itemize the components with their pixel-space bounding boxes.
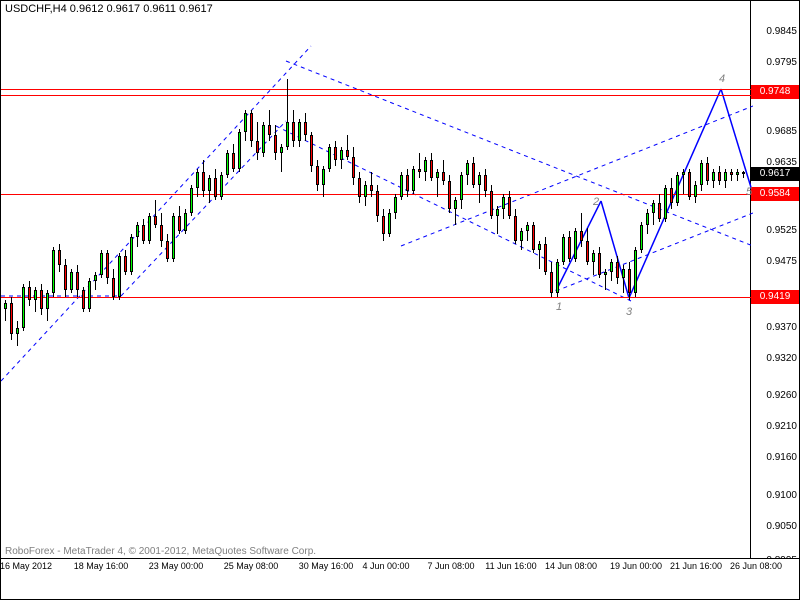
wave-count-label: 5	[746, 186, 752, 198]
symbol-label: USDCHF,H4	[5, 3, 67, 15]
price-marker: 0.9419	[751, 290, 799, 304]
y-tick-label: 0.9320	[753, 353, 797, 364]
x-tick-label: 30 May 16:00	[299, 561, 354, 571]
price-marker: 0.9748	[751, 85, 799, 99]
y-tick-label: 0.9260	[753, 390, 797, 401]
support-resistance-line	[1, 89, 753, 90]
wave-count-label: 1	[556, 301, 562, 313]
price-marker: 0.9617	[751, 167, 799, 181]
y-tick-label: 0.9210	[753, 421, 797, 432]
x-tick-label: 11 Jun 16:00	[485, 561, 536, 571]
copyright-text: RoboForex - MetaTrader 4, © 2001-2012, M…	[5, 546, 316, 557]
chart-title: USDCHF,H4 0.9612 0.9617 0.9611 0.9617	[5, 3, 213, 15]
y-tick-label: 0.9475	[753, 256, 797, 267]
x-tick-label: 19 Jun 00:00	[610, 561, 662, 571]
x-tick-label: 23 May 00:00	[149, 561, 204, 571]
ohlc-label: 0.9612 0.9617 0.9611 0.9617	[70, 3, 213, 15]
x-axis: 16 May 2012 18 May 16:00 23 May 00:00 25 Ma…	[1, 558, 799, 599]
support-resistance-line	[1, 95, 753, 96]
plot-area[interactable]: 1 2 3 4 5	[1, 1, 753, 561]
y-tick-label: 0.9100	[753, 490, 797, 501]
wave-count-label: 3	[626, 306, 632, 318]
wave-count-label: 2	[593, 196, 599, 208]
y-tick-label: 0.9525	[753, 225, 797, 236]
y-tick-label: 0.9370	[753, 322, 797, 333]
forex-chart[interactable]: USDCHF,H4 0.9612 0.9617 0.9611 0.9617 1 2…	[0, 0, 800, 600]
y-tick-label: 0.9845	[753, 26, 797, 37]
x-tick-label: 26 Jun 08:00	[730, 561, 782, 571]
x-tick-label: 4 Jun 00:00	[362, 561, 409, 571]
x-tick-label: 21 Jun 16:00	[670, 561, 722, 571]
price-marker: 0.9584	[751, 187, 799, 201]
y-axis: 0.98450.97950.97480.96850.96350.95840.95…	[750, 1, 799, 561]
x-tick-label: 25 May 08:00	[224, 561, 279, 571]
x-tick-label: 16 May 2012	[0, 561, 52, 571]
x-tick-label: 14 Jun 08:00	[545, 561, 597, 571]
x-tick-label: 18 May 16:00	[74, 561, 129, 571]
y-tick-label: 0.9795	[753, 57, 797, 68]
y-tick-label: 0.9685	[753, 126, 797, 137]
y-tick-label: 0.9050	[753, 521, 797, 532]
y-tick-label: 0.9160	[753, 452, 797, 463]
wave-count-label: 4	[719, 73, 725, 85]
x-tick-label: 7 Jun 08:00	[427, 561, 474, 571]
